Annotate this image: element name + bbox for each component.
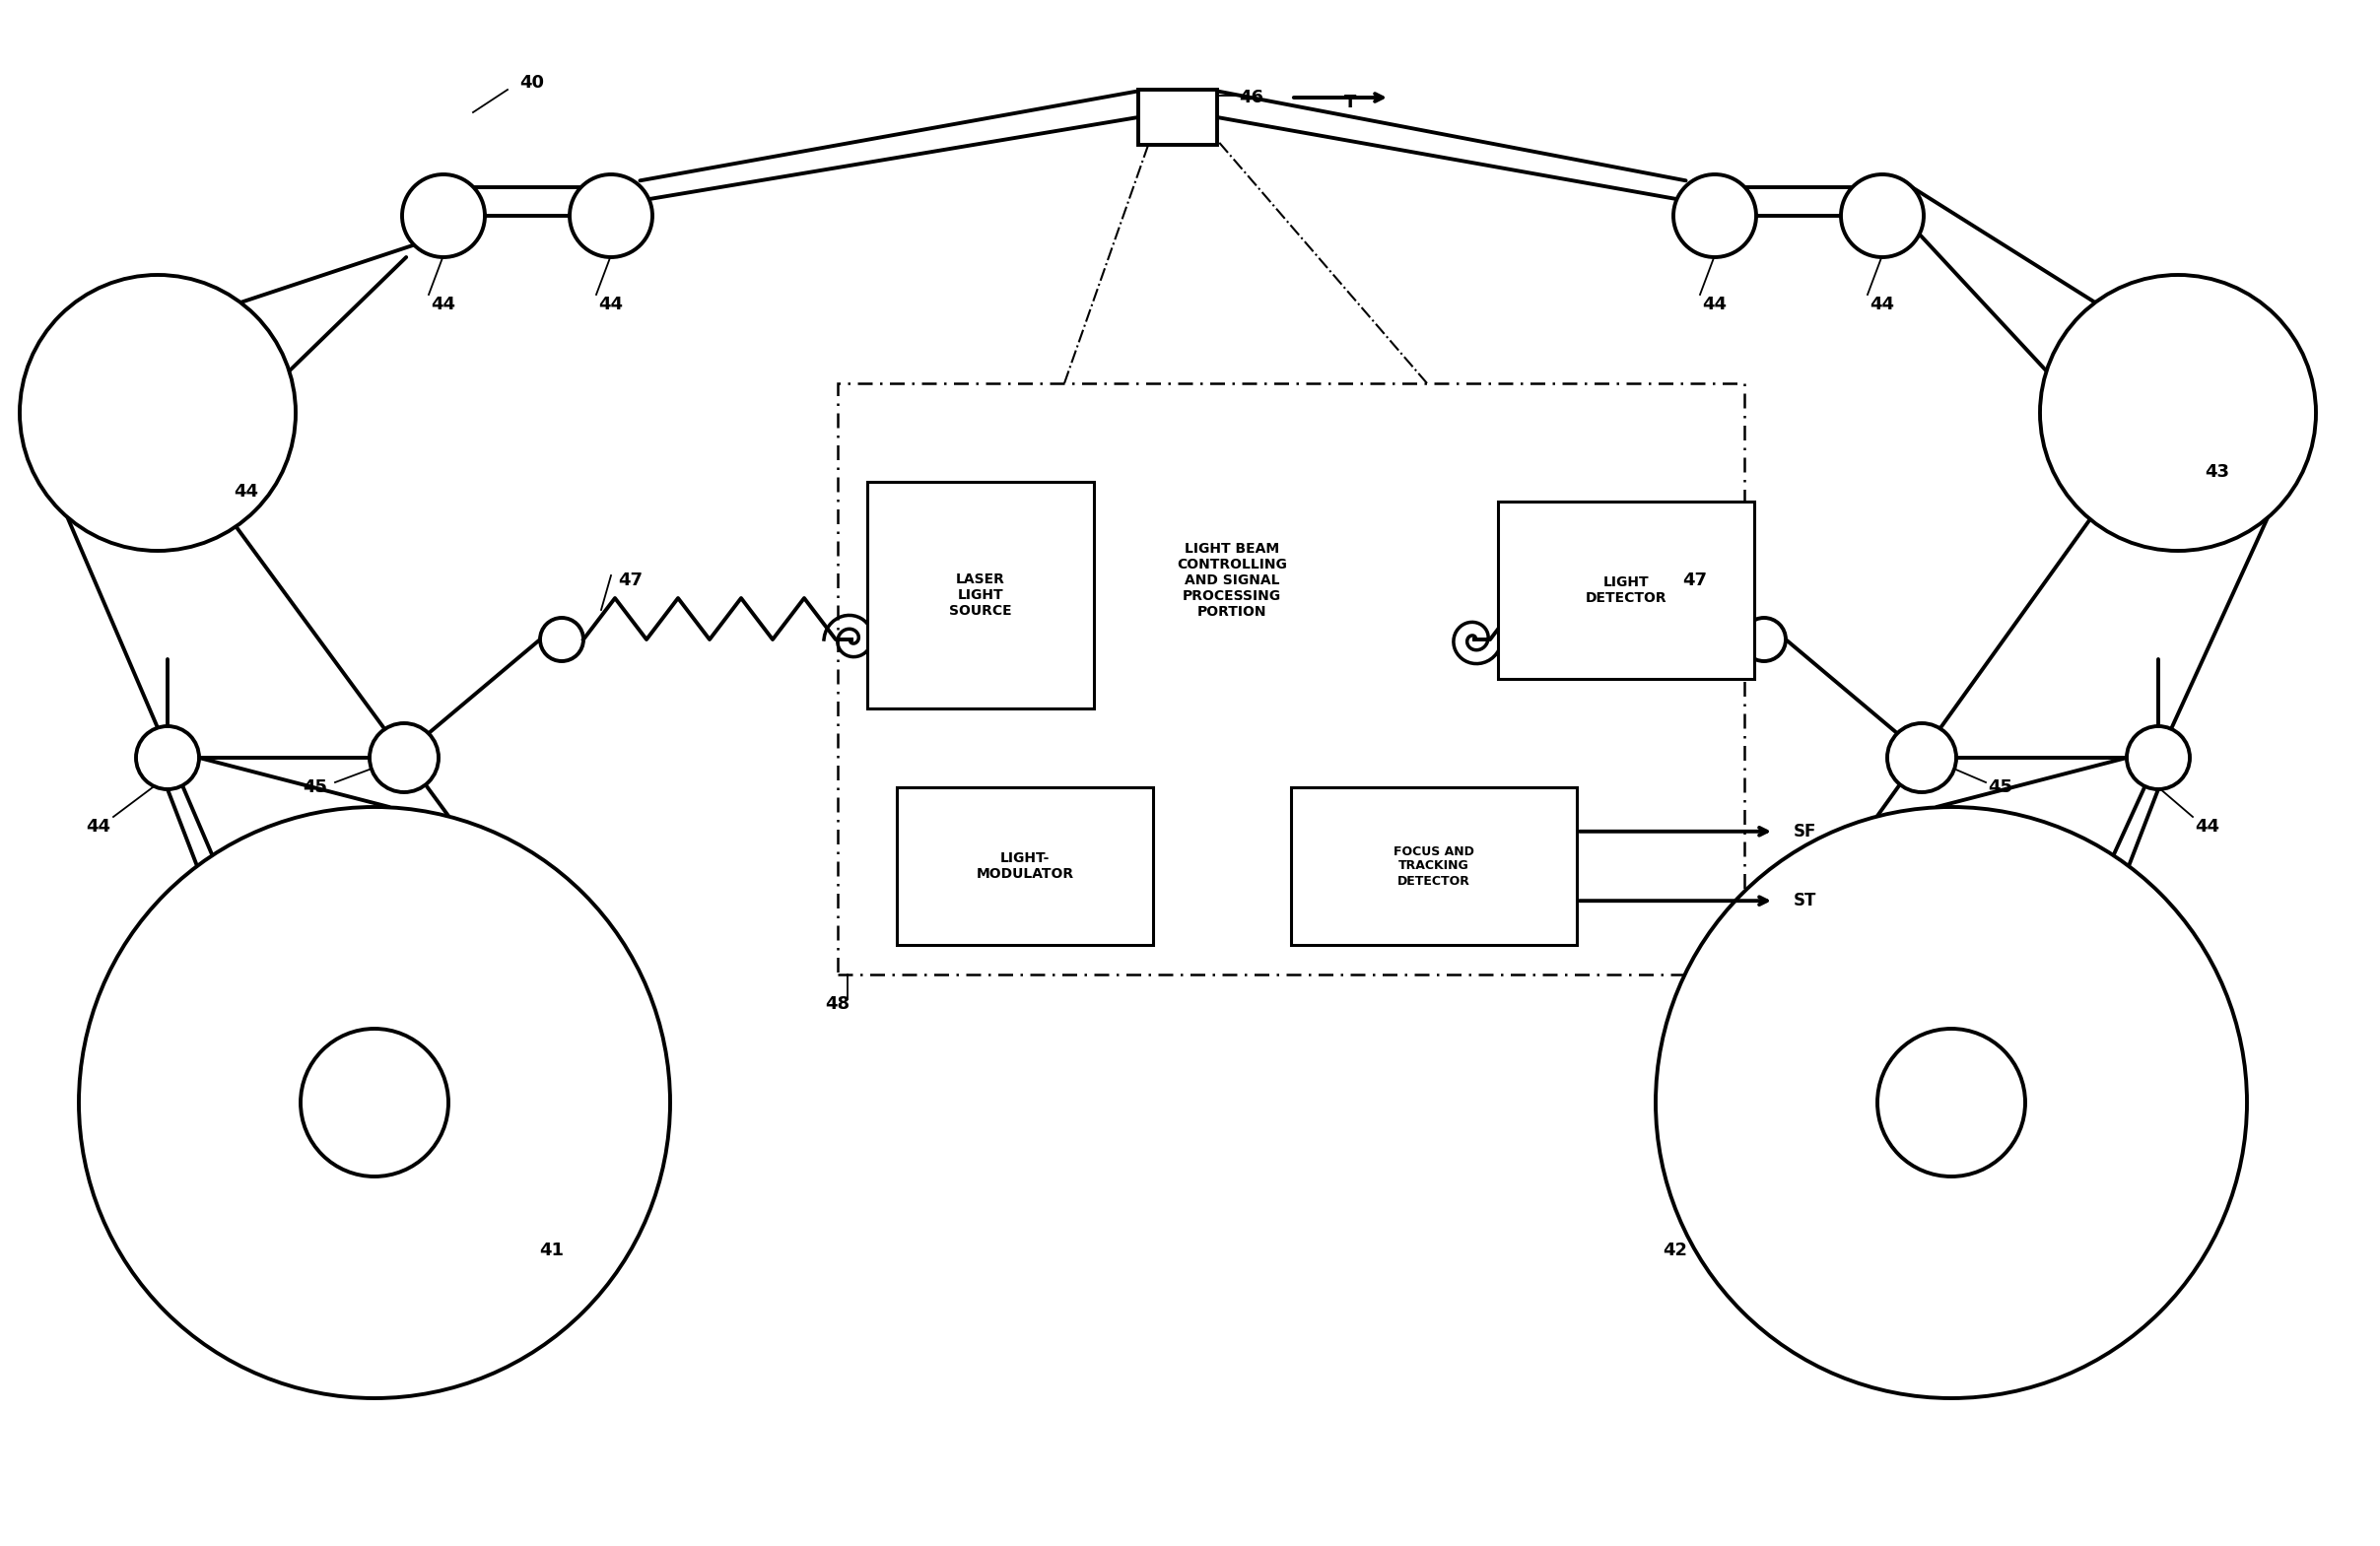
Text: LIGHT
DETECTOR: LIGHT DETECTOR — [1585, 575, 1666, 604]
Bar — [1138, 90, 1216, 144]
Bar — [897, 787, 1152, 945]
Circle shape — [402, 175, 486, 257]
Circle shape — [1840, 175, 1923, 257]
Circle shape — [1887, 724, 1956, 792]
Text: 40: 40 — [519, 74, 545, 91]
Text: 47: 47 — [1683, 572, 1706, 589]
Text: 45: 45 — [302, 779, 328, 796]
Text: ST: ST — [1795, 892, 1816, 909]
Text: 43: 43 — [2206, 464, 2230, 481]
Text: 42: 42 — [1664, 1241, 1687, 1260]
Circle shape — [1742, 618, 1785, 662]
Text: T: T — [1345, 94, 1357, 111]
Circle shape — [79, 807, 671, 1398]
Circle shape — [1656, 807, 2247, 1398]
Text: 44: 44 — [600, 295, 624, 314]
Text: 46: 46 — [1240, 88, 1264, 107]
Text: 48: 48 — [826, 996, 850, 1013]
Text: LIGHT BEAM
CONTROLLING
AND SIGNAL
PROCESSING
PORTION: LIGHT BEAM CONTROLLING AND SIGNAL PROCES… — [1176, 541, 1288, 620]
Circle shape — [136, 727, 200, 790]
Text: 45: 45 — [1987, 779, 2013, 796]
Text: 44: 44 — [86, 818, 112, 835]
Circle shape — [2128, 727, 2190, 790]
Text: SF: SF — [1795, 822, 1816, 841]
Circle shape — [19, 275, 295, 550]
Circle shape — [1878, 1028, 2025, 1177]
Text: 44: 44 — [2194, 818, 2221, 835]
Text: 47: 47 — [619, 572, 643, 589]
Circle shape — [369, 724, 438, 792]
Bar — [838, 383, 1745, 974]
Bar — [866, 482, 1095, 708]
Text: 41: 41 — [540, 1241, 564, 1260]
Bar — [1497, 501, 1754, 679]
Circle shape — [1673, 175, 1756, 257]
Text: FOCUS AND
TRACKING
DETECTOR: FOCUS AND TRACKING DETECTOR — [1395, 846, 1473, 887]
Circle shape — [540, 618, 583, 662]
Text: LIGHT-
MODULATOR: LIGHT- MODULATOR — [976, 852, 1073, 881]
Text: 44: 44 — [1871, 295, 1894, 314]
Text: 44: 44 — [233, 482, 259, 501]
Text: 44: 44 — [431, 295, 457, 314]
Bar — [1290, 787, 1578, 945]
Circle shape — [2040, 275, 2316, 550]
Text: 44: 44 — [1702, 295, 1728, 314]
Circle shape — [569, 175, 652, 257]
Circle shape — [300, 1028, 447, 1177]
Text: LASER
LIGHT
SOURCE: LASER LIGHT SOURCE — [950, 572, 1012, 618]
